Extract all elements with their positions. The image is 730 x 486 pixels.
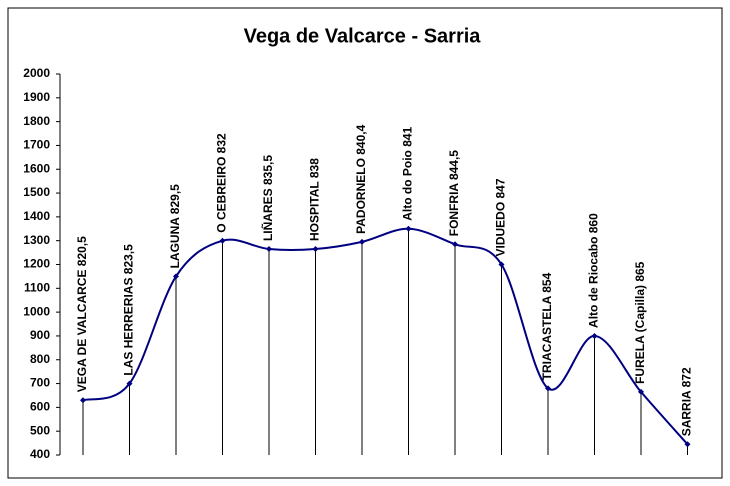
y-tick-label: 1000 [23, 304, 50, 318]
point-marker [80, 397, 86, 404]
x-category-label: LIÑARES 835,5 [260, 155, 275, 241]
point-marker [266, 246, 272, 253]
point-marker [498, 261, 505, 268]
point-marker [405, 225, 412, 232]
x-category-label: SARRIA 872 [680, 367, 694, 436]
chart-title: Vega de Valcarce - Sarria [244, 25, 482, 47]
point-marker [173, 273, 179, 280]
x-category-label: FONFRIA 844,5 [447, 150, 461, 237]
x-category-label: VEGA DE VALCARCE 820,5 [75, 236, 89, 392]
y-tick-label: 1400 [23, 209, 50, 223]
y-tick-label: 600 [30, 400, 50, 414]
y-tick-label: 1100 [24, 280, 50, 294]
point-marker [638, 388, 644, 395]
point-marker [452, 241, 458, 248]
point-marker [126, 380, 133, 387]
y-tick-label: 1500 [23, 185, 50, 199]
y-tick-label: 700 [30, 376, 50, 390]
x-category-label: Alto de Riocabo 860 [587, 213, 601, 328]
x-category-label: O CEBREIRO 832 [215, 133, 229, 233]
y-tick-label: 500 [30, 423, 50, 437]
point-marker [684, 441, 691, 448]
x-category-label: Alto do Poio 841 [401, 126, 415, 220]
y-tick-label: 1700 [23, 138, 50, 152]
x-category-label: LAGUNA 829,5 [168, 184, 182, 269]
point-marker [591, 332, 598, 339]
y-tick-label: 1300 [23, 233, 50, 247]
point-marker [219, 237, 226, 244]
y-tick-label: 1900 [23, 90, 50, 104]
x-category-label: VIDUEDO 847 [494, 178, 508, 256]
y-tick-label: 400 [30, 447, 50, 461]
x-category-label: FURELA (Capilla) 865 [633, 261, 647, 384]
x-category-label: LAS HERRERIAS 823,5 [122, 244, 136, 376]
x-category-label: TRIACASTELA 854 [540, 272, 554, 380]
y-tick-label: 1600 [23, 161, 50, 175]
y-tick-label: 1200 [23, 257, 50, 271]
y-tick-label: 900 [30, 328, 50, 342]
y-tick-label: 2000 [23, 66, 50, 80]
y-tick-label: 1800 [23, 114, 50, 128]
point-marker [359, 238, 365, 245]
chart-frame [7, 7, 723, 479]
point-marker [545, 385, 551, 392]
point-marker [312, 246, 319, 253]
x-category-label: PADORNELO 840,4 [354, 124, 368, 233]
x-category-label: HOSPITAL 838 [308, 158, 322, 241]
y-tick-label: 800 [30, 352, 50, 366]
